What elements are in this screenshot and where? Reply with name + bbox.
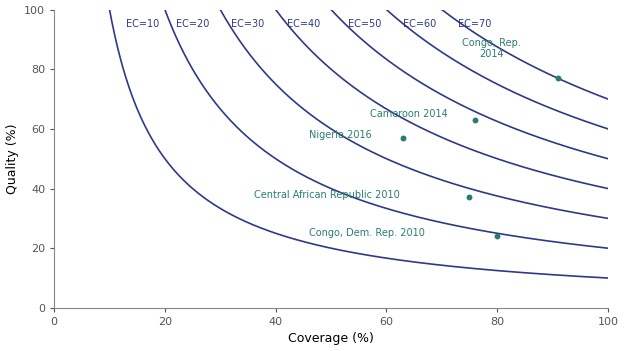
Text: EC=70: EC=70 xyxy=(459,19,492,28)
Text: Cameroon 2014: Cameroon 2014 xyxy=(370,109,447,119)
Text: Congo, Dem. Rep. 2010: Congo, Dem. Rep. 2010 xyxy=(309,228,425,238)
Text: EC=20: EC=20 xyxy=(176,19,209,28)
Text: EC=30: EC=30 xyxy=(232,19,265,28)
Y-axis label: Quality (%): Quality (%) xyxy=(6,124,19,194)
Point xyxy=(553,75,563,81)
Text: EC=10: EC=10 xyxy=(126,19,159,28)
Text: Nigeria 2016: Nigeria 2016 xyxy=(309,130,372,140)
Point xyxy=(398,135,408,141)
Text: EC=60: EC=60 xyxy=(403,19,436,28)
Text: EC=40: EC=40 xyxy=(287,19,320,28)
Text: Congo, Rep.
2014: Congo, Rep. 2014 xyxy=(462,38,521,59)
Point xyxy=(470,117,480,123)
Text: EC=50: EC=50 xyxy=(348,19,381,28)
Text: Central African Republic 2010: Central African Republic 2010 xyxy=(253,190,399,199)
Point xyxy=(492,233,502,239)
Point xyxy=(464,195,474,200)
X-axis label: Coverage (%): Coverage (%) xyxy=(288,332,374,345)
